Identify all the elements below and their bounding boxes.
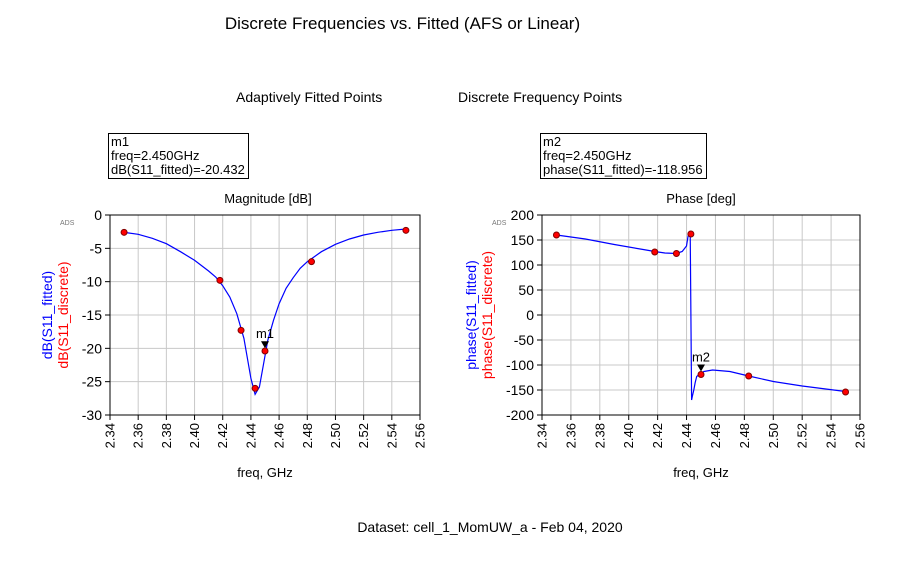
marker-m1-readout[interactable]: m1 freq=2.450GHz dB(S11_fitted)=-20.432	[108, 133, 249, 179]
magnitude-y-tick-label: -10	[82, 274, 102, 290]
magnitude-x-tick-label: 2.52	[356, 423, 371, 448]
phase-discrete-point	[687, 230, 695, 238]
phase-x-tick-label: 2.56	[853, 423, 868, 448]
magnitude-x-tick-label: 2.56	[413, 423, 428, 448]
magnitude-y-tick-label: -5	[90, 240, 103, 256]
phase-discrete-point	[697, 370, 705, 378]
phase-x-tick-label: 2.38	[592, 423, 607, 448]
phase-x-tick-label: 2.54	[824, 423, 839, 448]
phase-discrete-point	[552, 231, 560, 239]
magnitude-discrete-point	[308, 258, 315, 266]
phase-x-tick-label: 2.52	[795, 423, 810, 448]
magnitude-marker-triangle	[261, 341, 269, 349]
phase-x-tick-label: 2.46	[708, 423, 723, 448]
phase-x-tick-label: 2.40	[621, 423, 636, 448]
phase-x-tick-label: 2.50	[766, 423, 781, 448]
phase-discrete-point	[651, 248, 659, 256]
magnitude-fitted-series-line	[124, 228, 406, 396]
magnitude-x-tick-label: 2.44	[243, 423, 258, 448]
phase-x-tick-label: 2.48	[737, 423, 752, 448]
magnitude-y-tick-label: -30	[82, 407, 102, 423]
phase-y-tick-label: -200	[506, 407, 534, 423]
phase-y-tick-label: -50	[514, 332, 534, 348]
marker-m1-name: m1	[111, 134, 130, 149]
phase-discrete-point	[672, 250, 680, 257]
phase-x-tick-label: 2.34	[535, 423, 550, 448]
chart-title: Discrete Frequencies vs. Fitted (AFS or …	[224, 14, 581, 33]
magnitude-discrete-point	[251, 384, 259, 392]
marker-m2-freq: freq=2.450GHz	[543, 148, 632, 163]
phase-x-tick-label: 2.42	[650, 423, 665, 448]
magnitude-x-tick-label: 2.46	[272, 423, 287, 448]
phase-y-tick-label: 0	[526, 307, 534, 323]
magnitude-x-tick-label: 2.34	[103, 423, 118, 448]
phase-plot-frame	[541, 214, 861, 416]
phase-y-axis-label-discrete: phase(S11_discrete)	[479, 251, 495, 379]
magnitude-x-tick-label: 2.50	[328, 423, 343, 448]
phase-ads-tag: ADS	[492, 220, 507, 227]
phase-y-axis-label-fitted: phase(S11_fitted)	[463, 260, 479, 369]
magnitude-y-axis-label-fitted: dB(S11_fitted)	[39, 271, 55, 359]
legend-fitted-label: Adaptively Fitted Points	[236, 89, 383, 105]
dataset-label: Dataset: cell_1_MomUW_a - Feb 04, 2020	[357, 519, 623, 535]
magnitude-discrete-point	[216, 276, 224, 284]
magnitude-title: Magnitude [dB]	[224, 191, 311, 206]
phase-marker-triangle	[697, 364, 705, 372]
marker-m1-freq: freq=2.450GHz	[111, 148, 200, 163]
phase-y-tick-label: 200	[511, 207, 535, 223]
magnitude-plot-frame	[109, 214, 421, 416]
phase-x-axis-label: freq, GHz	[673, 465, 729, 480]
magnitude-marker-label: m1	[256, 326, 274, 341]
phase-y-tick-label: 100	[511, 257, 535, 273]
legend-discrete-label: Discrete Frequency Points	[458, 89, 623, 105]
magnitude-x-tick-label: 2.38	[159, 423, 174, 448]
magnitude-y-tick-label: 0	[94, 207, 102, 223]
magnitude-x-tick-label: 2.40	[187, 423, 202, 448]
magnitude-discrete-point	[402, 226, 410, 234]
phase-marker-label: m2	[692, 349, 710, 364]
phase-discrete-point	[842, 388, 850, 396]
phase-y-tick-label: 150	[511, 232, 535, 248]
marker-m2-value: phase(S11_fitted)=-118.956	[543, 162, 703, 177]
magnitude-x-tick-label: 2.54	[384, 423, 399, 448]
marker-m2-name: m2	[543, 134, 562, 149]
magnitude-discrete-point	[261, 347, 269, 355]
magnitude-y-axis-label-discrete: dB(S11_discrete)	[55, 261, 71, 368]
phase-y-tick-label: 50	[518, 282, 534, 298]
phase-y-tick-label: -100	[506, 357, 534, 373]
magnitude-x-axis-label: freq, GHz	[237, 465, 293, 480]
magnitude-x-tick-label: 2.42	[215, 423, 230, 448]
phase-title: Phase [deg]	[666, 191, 735, 206]
magnitude-y-tick-label: -15	[82, 307, 102, 323]
magnitude-y-tick-label: -20	[82, 340, 102, 356]
phase-discrete-point	[745, 372, 753, 380]
magnitude-ads-tag: ADS	[60, 220, 75, 227]
magnitude-y-tick-label: -25	[82, 374, 102, 390]
marker-m1-value: dB(S11_fitted)=-20.432	[111, 162, 245, 177]
magnitude-x-tick-label: 2.48	[300, 423, 315, 448]
magnitude-x-tick-label: 2.36	[131, 423, 146, 448]
marker-m2-readout[interactable]: m2 freq=2.450GHz phase(S11_fitted)=-118.…	[540, 133, 707, 179]
magnitude-discrete-point	[237, 326, 245, 334]
phase-x-tick-label: 2.36	[563, 423, 578, 448]
magnitude-discrete-point	[120, 228, 128, 236]
phase-x-tick-label: 2.44	[679, 423, 694, 448]
phase-y-tick-label: -150	[506, 382, 534, 398]
